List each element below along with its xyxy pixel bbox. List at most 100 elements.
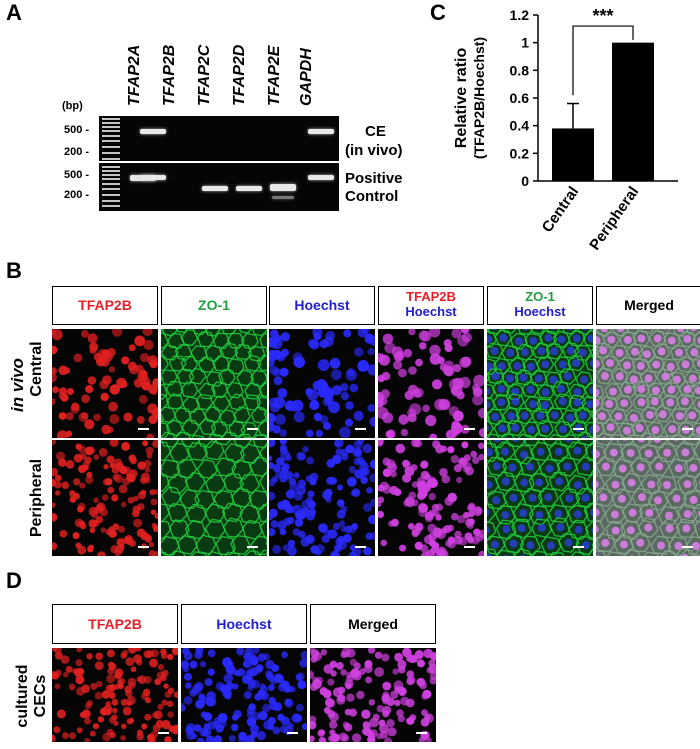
scale-bar [464, 428, 475, 430]
scale-bar [573, 546, 584, 548]
band-tfap2e-pos-faint [272, 196, 294, 199]
gene-label-tfap2a: TFAP2A [126, 44, 143, 106]
gene-label-gapdh: GAPDH [298, 48, 315, 106]
ladder-band [102, 170, 120, 172]
marker-500-bottom: 500 - [64, 169, 90, 181]
band-tfap2b-pos [140, 175, 166, 180]
scale-bar [573, 428, 584, 430]
header-d-tfap2b: TFAP2B [52, 604, 178, 644]
header-merged: Merged [596, 286, 700, 325]
gene-label-tfap2d: TFAP2D [231, 44, 248, 106]
ladder-band [102, 174, 120, 176]
ladder-band [102, 158, 120, 160]
ladder-band [102, 135, 120, 137]
side-label-cultured: cultured [14, 664, 31, 728]
scale-bar [416, 732, 427, 734]
panel-letter-d: D [6, 568, 22, 593]
header-d-hoechst: Hoechst [181, 604, 307, 644]
panel-letter-c: C [430, 0, 446, 25]
ladder-band [102, 146, 120, 148]
scale-bar [138, 428, 149, 430]
ladder-band [102, 118, 120, 120]
y-tick-label: 1 [521, 35, 529, 51]
gene-label-tfap2b: TFAP2B [161, 44, 178, 106]
row-label-peripheral: Peripheral [28, 458, 45, 538]
ladder-band [102, 166, 120, 168]
micrograph-peripheral-red [52, 440, 158, 556]
panel-letter-b: B [6, 258, 22, 283]
band-tfap2d-pos [236, 186, 262, 191]
row-label-central: Central [28, 341, 45, 397]
bp-unit-label: (bp) [62, 100, 83, 112]
y-tick-label: 0 [521, 173, 529, 189]
scale-bar [355, 546, 366, 548]
scale-bar [158, 732, 169, 734]
gel-image-top [99, 116, 339, 161]
y-axis-sublabel: (TFAP2B/Hoechst) [471, 37, 487, 159]
scale-bar [355, 428, 366, 430]
ladder-band [102, 188, 120, 190]
header-line-1: Merged [624, 297, 674, 313]
header-d-merged: Merged [310, 604, 436, 644]
micrograph-central-blue [269, 329, 375, 438]
micrograph-peripheral-magenta [378, 440, 484, 556]
ladder-band [102, 122, 120, 124]
ladder-band [102, 152, 120, 154]
scale-bar [287, 732, 298, 734]
header-line-1: Hoechst [294, 297, 350, 313]
y-tick-label: 0.6 [510, 90, 530, 106]
y-axis-label: Relative ratio [453, 48, 470, 149]
header-zo-1: ZO-1 [161, 286, 267, 325]
header-line-1: TFAP2B [78, 297, 132, 313]
micrograph-peripheral-green [161, 440, 267, 556]
micrograph-central-merged [596, 329, 700, 438]
y-tick-label: 0.4 [510, 118, 530, 134]
scale-bar [464, 546, 475, 548]
row-label-in-vivo: (in vivo) [345, 142, 403, 159]
ladder-band [102, 178, 120, 180]
row-label-ce: CE [365, 123, 386, 140]
ladder-band [102, 194, 120, 196]
x-tick-label: Central [539, 184, 583, 236]
micrograph-central-magenta [378, 329, 484, 438]
header-hoechst: Hoechst [269, 286, 375, 325]
bar-central [552, 128, 594, 181]
band-gapdh-ce [308, 129, 334, 134]
panel-letter-a: A [6, 0, 22, 25]
band-tfap2c-pos [202, 186, 228, 191]
y-tick-label: 0.2 [510, 145, 530, 161]
bar-peripheral [612, 42, 654, 181]
y-tick-label: 1.2 [510, 7, 530, 23]
band-tfap2b-ce [140, 129, 166, 134]
marker-200-bottom: 200 - [64, 189, 90, 201]
header-line-1: ZO-1 [198, 297, 230, 313]
side-label-in-vivo: in vivo [8, 358, 27, 412]
header-zo-1-hoechst: ZO-1 Hoechst [487, 286, 593, 325]
micrograph-cultured-blue [181, 648, 307, 742]
micrograph-central-red [52, 329, 158, 438]
y-tick-label: 0.8 [510, 62, 530, 78]
header-line-2: Hoechst [405, 304, 457, 319]
header-tfap2b-hoechst: TFAP2B Hoechst [378, 286, 484, 325]
scale-bar [682, 428, 693, 430]
gel-separator [99, 161, 339, 163]
micrograph-cultured-red [52, 648, 178, 742]
significance-stars: *** [592, 6, 613, 26]
scale-bar [247, 546, 258, 548]
significance-bracket [572, 25, 634, 96]
header-line-1: TFAP2B [406, 289, 456, 304]
gene-label-tfap2c: TFAP2C [196, 44, 213, 106]
header-line-1: ZO-1 [525, 289, 555, 304]
band-tfap2e-pos [270, 184, 296, 191]
gene-label-tfap2e: TFAP2E [266, 45, 283, 106]
micrograph-central-green [161, 329, 267, 438]
micrograph-central-greenblue [487, 329, 593, 438]
x-tick-label: Peripheral [586, 184, 642, 250]
row-label-positive: Positive [345, 170, 403, 187]
marker-500-top: 500 - [64, 124, 90, 136]
ladder-band [102, 205, 120, 207]
row-label-control: Control [345, 188, 399, 205]
scale-bar [247, 428, 258, 430]
scale-bar [138, 546, 149, 548]
marker-200-top: 200 - [64, 146, 90, 158]
